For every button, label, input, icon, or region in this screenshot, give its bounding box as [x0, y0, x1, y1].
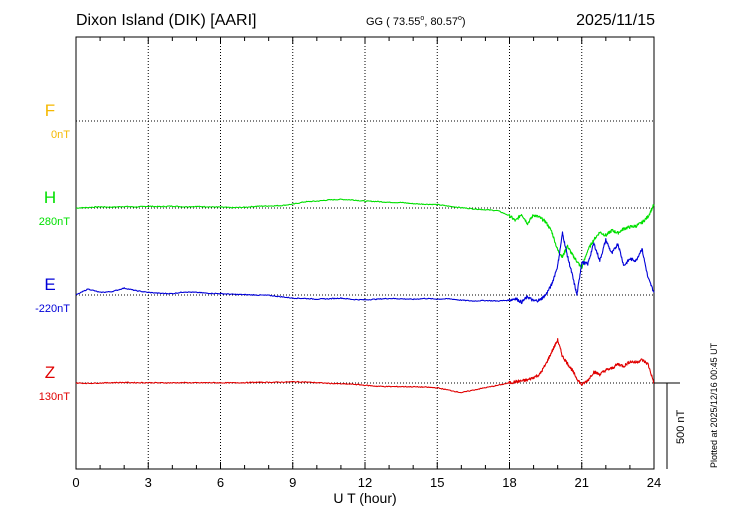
- component-baseline-H: 280nT: [39, 216, 70, 228]
- x-tick-label-18: 18: [502, 475, 516, 490]
- x-tick-label-3: 3: [145, 475, 152, 490]
- station-coords: GG ( 73.55o, 80.57o): [366, 15, 466, 28]
- x-tick-label-12: 12: [358, 475, 372, 490]
- scale-bar: 500 nT: [654, 382, 687, 469]
- x-tick-label-0: 0: [72, 475, 79, 490]
- traces: [75, 198, 655, 394]
- plot-date: 2025/11/15: [576, 12, 655, 29]
- station-title: Dixon Island (DIK) [AARI]: [76, 12, 257, 29]
- plotted-timestamp: Plotted at 2025/12/16 00:45 UT: [709, 342, 719, 468]
- trace-Z: [75, 338, 655, 394]
- x-tick-label-15: 15: [430, 475, 444, 490]
- component-labels: F 0nT H 280nT E -220nT Z 130nT: [35, 101, 70, 403]
- x-axis-ticks: 0 3 6 9 12 15 18 21 24: [72, 37, 661, 490]
- x-tick-label-6: 6: [217, 475, 224, 490]
- component-name-Z: Z: [45, 363, 55, 382]
- component-name-H: H: [44, 188, 56, 207]
- x-tick-label-24: 24: [647, 475, 661, 490]
- scale-bar-label: 500 nT: [675, 409, 687, 444]
- component-name-F: F: [45, 101, 55, 120]
- x-tick-label-21: 21: [575, 475, 589, 490]
- component-baseline-E: -220nT: [35, 303, 70, 315]
- component-baseline-Z: 130nT: [39, 391, 70, 403]
- x-axis-label: U T (hour): [333, 490, 396, 506]
- component-baseline-F: 0nT: [51, 129, 70, 141]
- component-name-E: E: [44, 275, 55, 294]
- x-tick-label-9: 9: [289, 475, 296, 490]
- trace-E: [75, 231, 655, 305]
- trace-H: [75, 198, 655, 270]
- grid-lines: [76, 37, 654, 469]
